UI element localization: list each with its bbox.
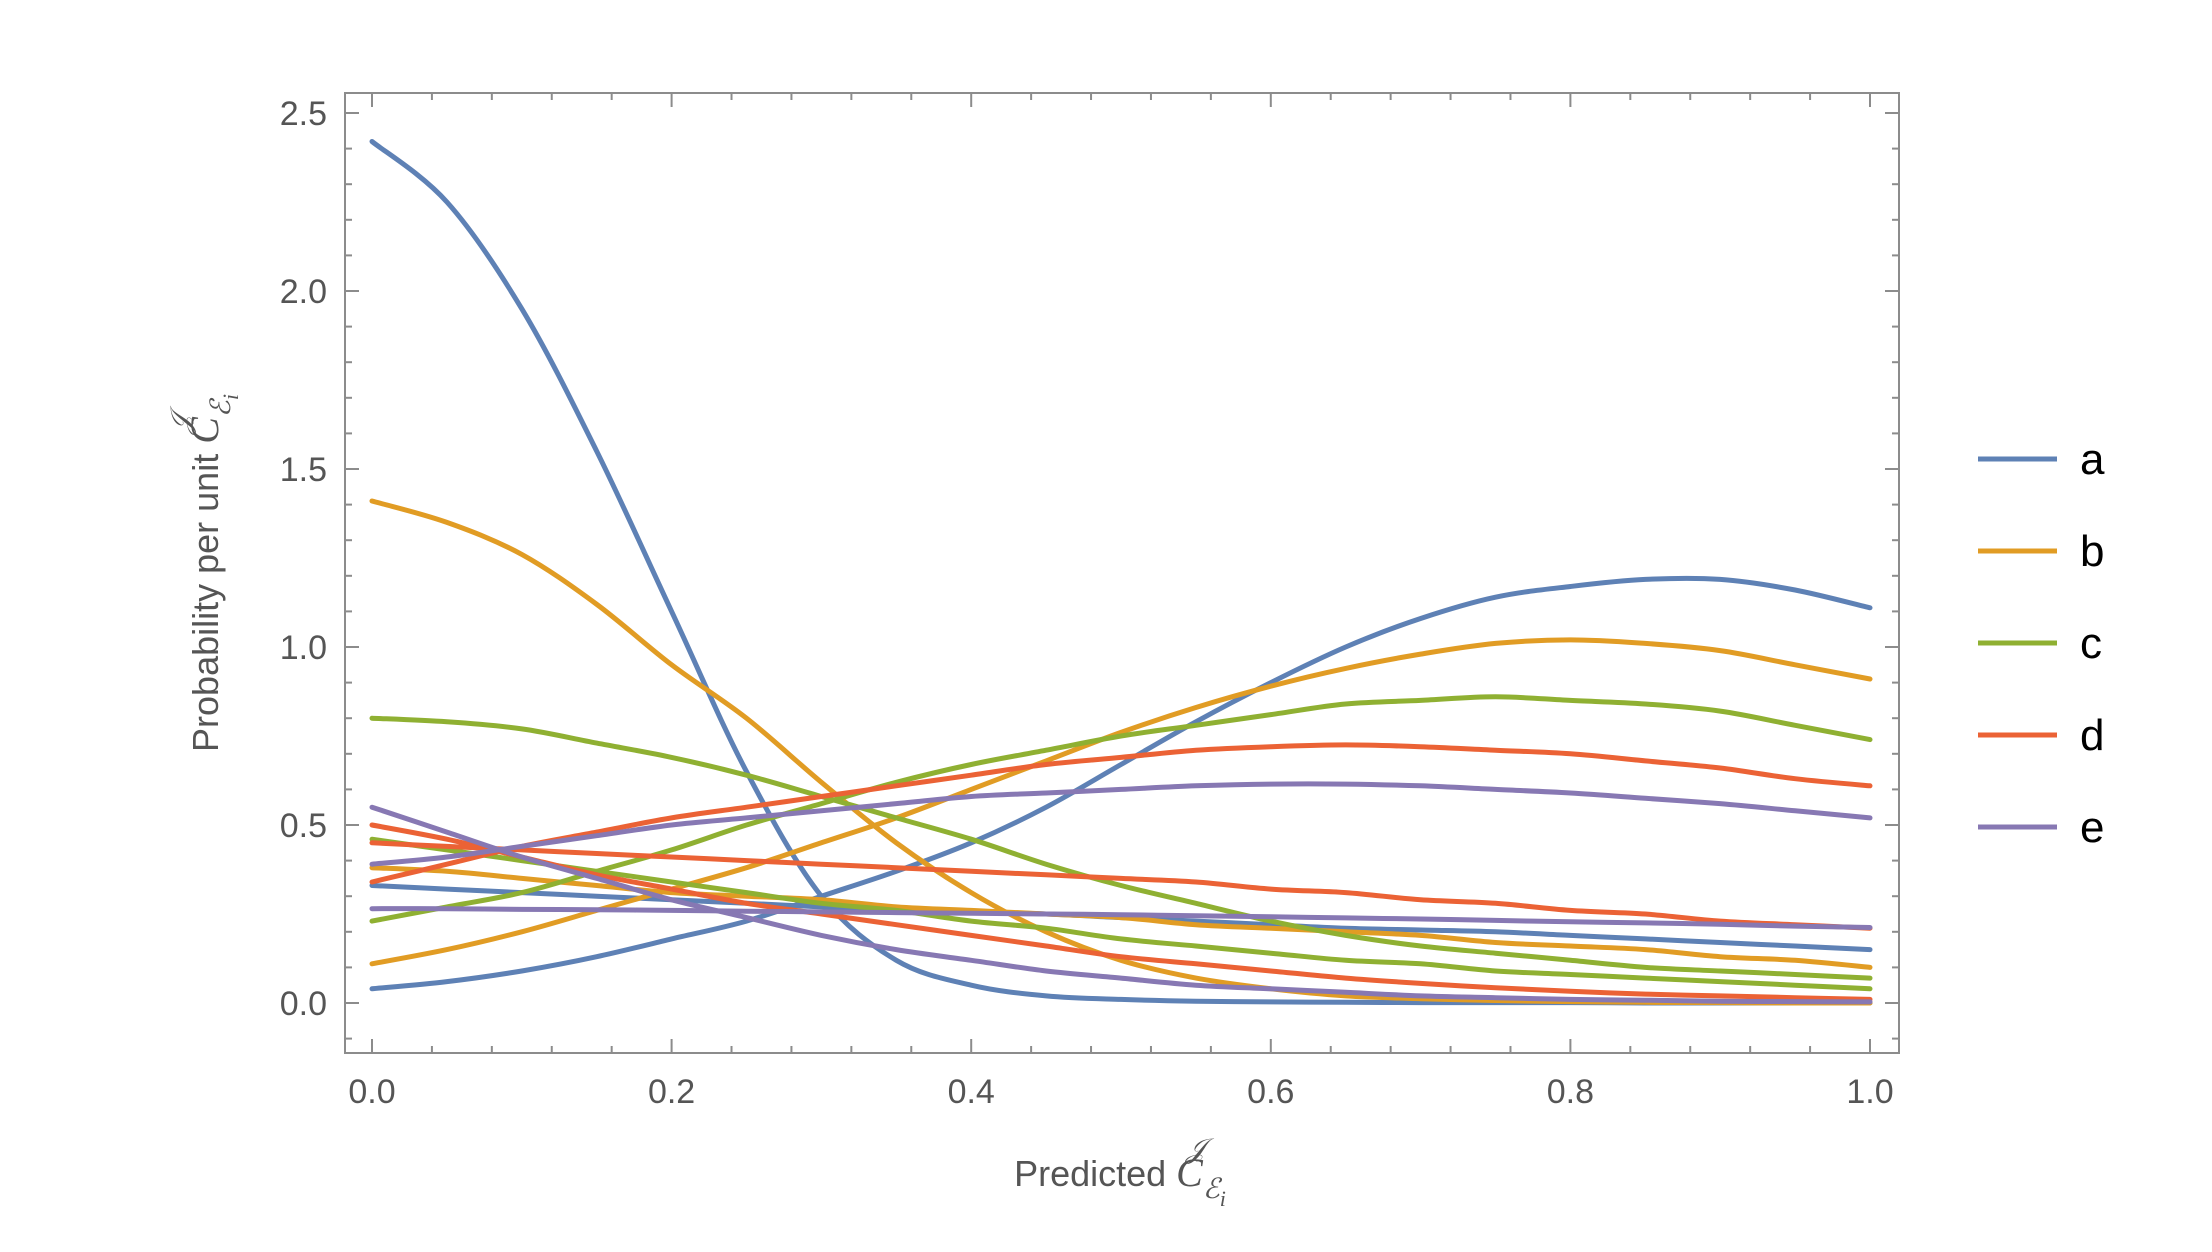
x-axis-label-subsub: i [1220,1186,1226,1211]
series-a-line-2 [369,575,1873,992]
x-axis-label-symbol: C [1176,1150,1204,1195]
legend-label-d: d [2080,711,2104,760]
x-tick-label: 0.4 [948,1073,995,1111]
series-e-line-3 [369,906,1873,930]
y-tick-label: 2.0 [280,273,327,311]
y-tick-label: 1.0 [280,629,327,667]
lines-layer [369,139,1873,1006]
legend-label-b: b [2080,527,2104,576]
x-tick-label: 0.0 [348,1073,395,1111]
series-e-line-2 [369,781,1873,867]
y-tick-label: 1.5 [280,451,327,489]
x-axis-label-sub: ℰ [1203,1174,1223,1205]
plot-frame [344,92,1900,1054]
legend-label-c: c [2080,619,2102,668]
series-c-line-1 [369,715,1873,981]
x-tick-label: 1.0 [1846,1073,1893,1111]
series-d-line-1 [369,822,1873,1002]
x-axis-label-sup: 𝒥 [1184,1134,1215,1165]
x-axis-label: Predicted Cℰi𝒥 [1014,1134,1226,1211]
y-axis-label-prefix: Probability per unit [185,444,226,752]
x-tick-label: 0.2 [648,1073,695,1111]
x-axis-label-prefix: Predicted [1014,1153,1176,1194]
ticks-layer [345,93,1899,1053]
y-tick-label: 2.5 [280,95,327,133]
series-e-line-1 [369,804,1873,1005]
labels-layer: 0.0 0.2 0.4 0.6 0.8 1.0 0.0 0.5 1.0 1.5 2.0 2.5 [280,95,1894,1111]
series-d-line-2 [369,742,1873,885]
y-axis-label-subsub: i [218,394,243,400]
y-axis-label: Probability per unit Cℰi 𝒥 [166,394,243,752]
legend-label-a: a [2080,435,2105,484]
series-c-line-3 [369,836,1873,992]
y-axis-label-sup: 𝒥 [166,405,197,436]
series-d-line-3 [369,840,1873,931]
series-b-line-1 [369,498,1873,1006]
series-c-line-2 [369,694,1873,924]
series-b-line-2 [369,637,1873,967]
y-tick-label: 0.0 [280,985,327,1023]
series-b-line-3 [369,865,1873,970]
y-axis-label-symbol: C [182,416,227,444]
y-axis-label-sub: ℰ [206,397,237,417]
x-tick-label: 0.8 [1547,1073,1594,1111]
legend-label-e: e [2080,803,2104,852]
y-tick-label: 0.5 [280,807,327,845]
x-tick-label: 0.6 [1247,1073,1294,1111]
